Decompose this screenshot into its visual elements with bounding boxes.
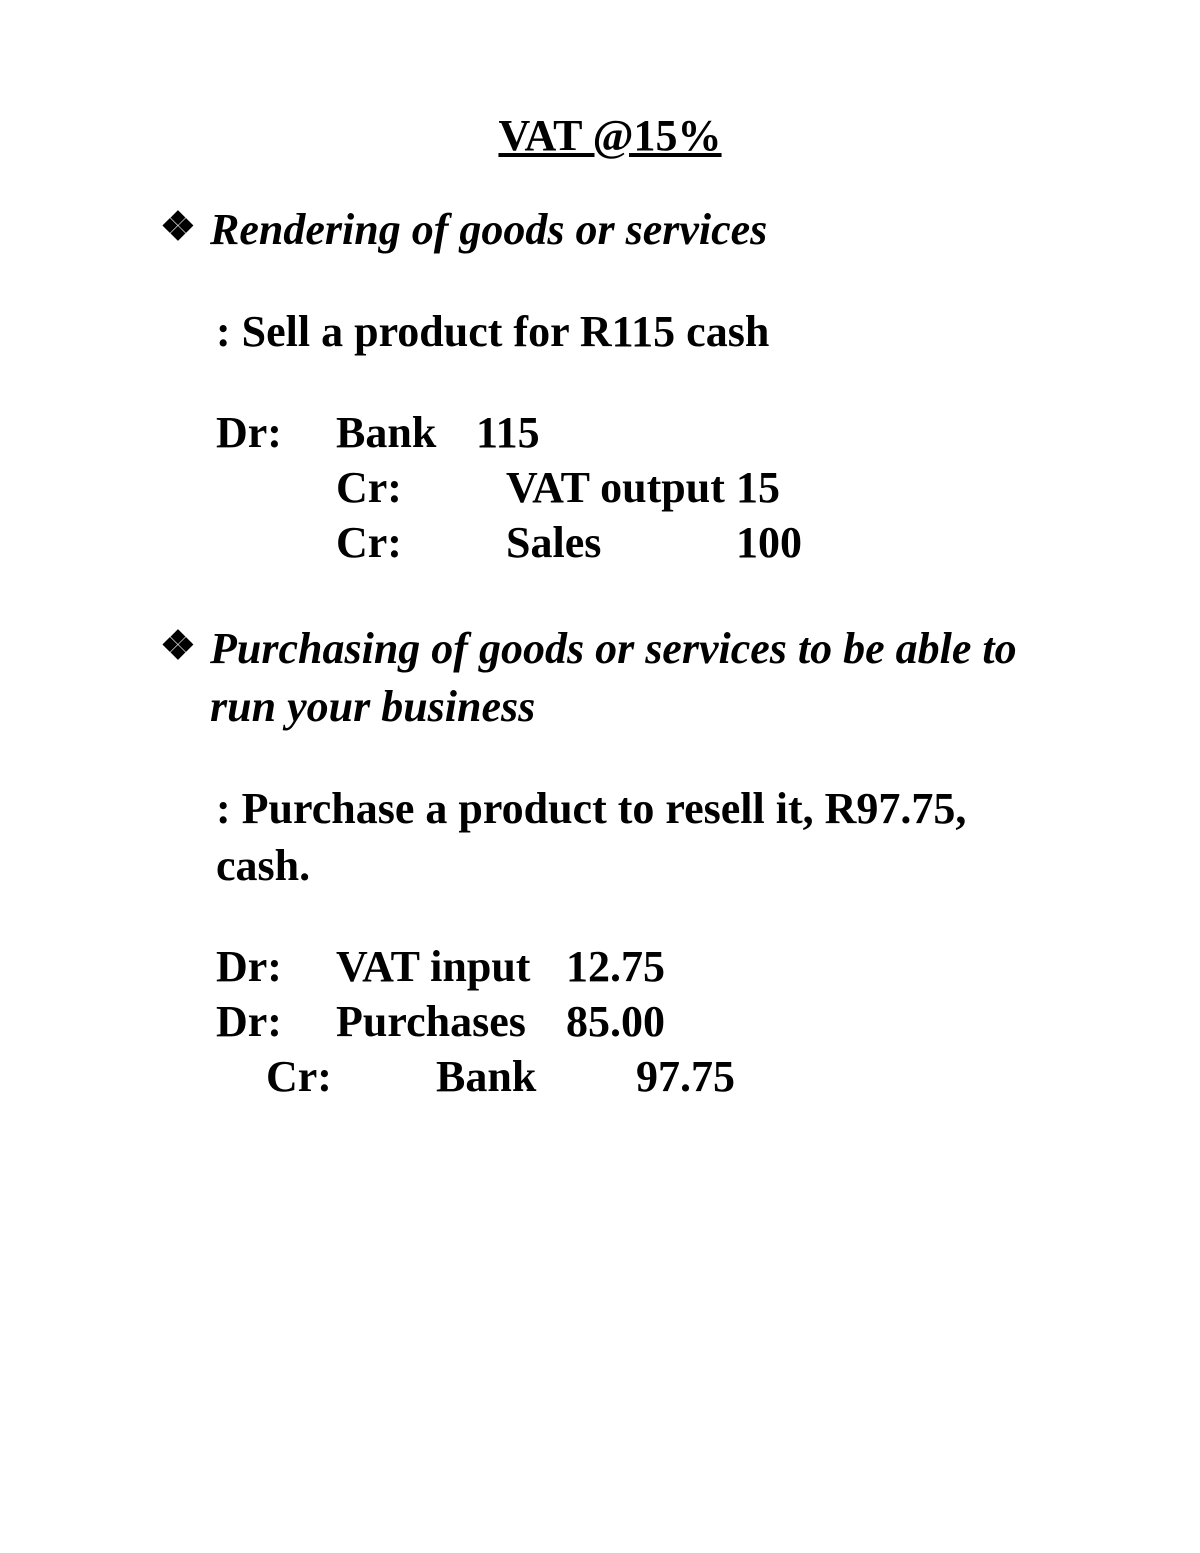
bullet-icon: ❖: [160, 620, 210, 672]
dr-label: Dr:: [216, 994, 336, 1049]
heading-text: Rendering of goods or services: [210, 201, 1060, 258]
dr-account: Bank: [336, 405, 476, 460]
section-rendering: ❖ Rendering of goods or services : Sell …: [160, 201, 1060, 570]
journal-row: Cr: Sales 100: [336, 515, 1060, 570]
cr-amount: 97.75: [636, 1049, 735, 1104]
section-heading: ❖ Rendering of goods or services: [160, 201, 1060, 258]
section-heading: ❖ Purchasing of goods or services to be …: [160, 620, 1060, 734]
cr-label: Cr:: [336, 515, 506, 570]
cr-account: Bank: [436, 1049, 636, 1104]
cr-label: Cr:: [266, 1049, 436, 1104]
bullet-icon: ❖: [160, 201, 210, 253]
cr-amount: 15: [736, 460, 780, 515]
journal-row: Dr: Bank 115: [216, 405, 1060, 460]
section-purchasing: ❖ Purchasing of goods or services to be …: [160, 620, 1060, 1104]
example-text: : Sell a product for R115 cash: [216, 303, 1060, 360]
dr-amount: 12.75: [566, 939, 665, 994]
cr-amount: 100: [736, 515, 802, 570]
journal-entries: Dr: VAT input 12.75 Dr: Purchases 85.00 …: [216, 939, 1060, 1104]
journal-row: Dr: VAT input 12.75: [216, 939, 1060, 994]
example-text: : Purchase a product to resell it, R97.7…: [216, 780, 1060, 894]
journal-row: Cr: VAT output 15: [336, 460, 1060, 515]
page-title: VAT @15%: [160, 110, 1060, 161]
heading-text: Purchasing of goods or services to be ab…: [210, 620, 1060, 734]
cr-account: VAT output: [506, 460, 736, 515]
dr-amount: 85.00: [566, 994, 665, 1049]
cr-label: Cr:: [336, 460, 506, 515]
cr-account: Sales: [506, 515, 736, 570]
dr-account: Purchases: [336, 994, 566, 1049]
dr-account: VAT input: [336, 939, 566, 994]
journal-row: Dr: Purchases 85.00: [216, 994, 1060, 1049]
dr-amount: 115: [476, 405, 540, 460]
journal-entries: Dr: Bank 115 Cr: VAT output 15 Cr: Sales…: [216, 405, 1060, 570]
dr-label: Dr:: [216, 939, 336, 994]
dr-label: Dr:: [216, 405, 336, 460]
journal-row: Cr: Bank 97.75: [266, 1049, 1060, 1104]
